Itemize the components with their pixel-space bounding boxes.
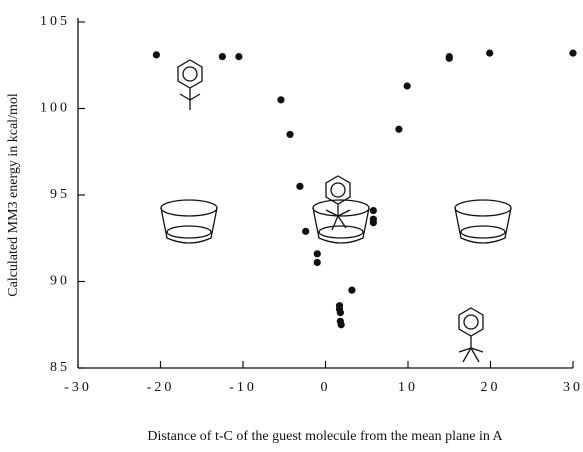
data-point	[348, 286, 356, 294]
data-point	[486, 49, 494, 57]
data-point	[569, 49, 577, 57]
cup-icon	[454, 199, 512, 244]
data-point	[218, 53, 226, 61]
x-tick-label: 30	[563, 380, 583, 395]
y-axis-label: Calculated MM3 energy in kcal/mol	[6, 93, 21, 297]
y-tick-label: 85	[50, 360, 70, 375]
data-point	[235, 53, 243, 61]
y-tick-label: 105	[40, 14, 70, 29]
x-tick-label: -20	[147, 380, 175, 395]
tert-butylbenzene-icon	[177, 59, 203, 110]
data-point	[337, 321, 345, 329]
data-point	[152, 51, 160, 59]
x-tick-label: -10	[229, 380, 257, 395]
data-point	[296, 182, 304, 190]
data-point	[369, 219, 377, 227]
data-point	[445, 54, 453, 62]
molecule-icons	[160, 59, 512, 363]
data-point	[395, 125, 403, 133]
data-point	[313, 250, 321, 258]
data-point	[369, 206, 377, 215]
x-tick-label: 20	[481, 380, 501, 395]
data-point	[302, 227, 310, 235]
y-tick-label: 100	[40, 101, 70, 116]
data-point	[277, 96, 285, 104]
cup-icon	[160, 199, 218, 244]
y-tick-label: 90	[50, 274, 70, 289]
data-point	[313, 258, 321, 267]
tert-butylbenzene-icon	[325, 175, 351, 231]
x-tick-label: 10	[398, 380, 418, 395]
cup-icon	[312, 199, 370, 244]
x-tick-label: -30	[64, 380, 92, 395]
data-point	[286, 130, 294, 139]
y-tick-label: 95	[50, 187, 70, 202]
data-point	[336, 309, 344, 317]
x-axis-label: Distance of t-C of the guest molecule fr…	[147, 429, 503, 444]
tert-butylbenzene-icon	[458, 307, 484, 363]
data-point	[403, 82, 411, 90]
x-tick-label: 0	[321, 380, 331, 395]
